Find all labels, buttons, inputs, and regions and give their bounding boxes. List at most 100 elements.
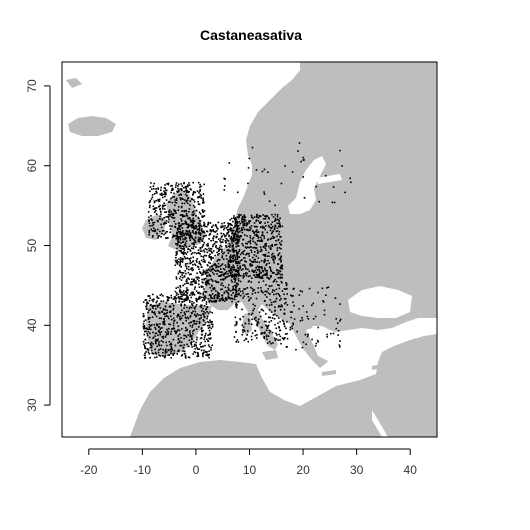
occurrence-point: [244, 219, 247, 222]
occurrence-point: [196, 355, 198, 358]
occurrence-point: [164, 308, 167, 311]
occurrence-point: [262, 274, 265, 277]
occurrence-point: [250, 286, 252, 289]
occurrence-point: [244, 224, 246, 227]
occurrence-point: [223, 268, 226, 271]
occurrence-point: [195, 261, 198, 263]
occurrence-point: [173, 209, 176, 212]
occurrence-point: [179, 188, 181, 191]
occurrence-point: [248, 322, 250, 325]
occurrence-point: [214, 241, 217, 243]
occurrence-point: [198, 297, 200, 299]
occurrence-point: [286, 337, 289, 340]
occurrence-point: [185, 319, 187, 322]
occurrence-point: [176, 236, 179, 239]
occurrence-point: [180, 247, 182, 250]
occurrence-point: [277, 225, 280, 228]
occurrence-point: [283, 297, 286, 300]
occurrence-point: [164, 348, 167, 351]
occurrence-point: [251, 256, 254, 259]
occurrence-point: [177, 230, 180, 233]
occurrence-point: [280, 240, 283, 242]
occurrence-point: [162, 193, 164, 196]
occurrence-point: [254, 316, 257, 319]
occurrence-point: [181, 295, 183, 298]
occurrence-point: [263, 235, 265, 238]
occurrence-point: [207, 280, 209, 283]
occurrence-point: [302, 305, 304, 307]
north-africa: [130, 334, 437, 437]
occurrence-point: [199, 337, 202, 340]
occurrence-point: [191, 226, 193, 229]
occurrence-point: [189, 314, 192, 317]
occurrence-point: [161, 335, 163, 338]
occurrence-point: [180, 205, 183, 208]
occurrence-point: [291, 325, 293, 328]
occurrence-point: [231, 297, 233, 299]
occurrence-point: [190, 336, 193, 338]
occurrence-point: [181, 248, 184, 250]
occurrence-point: [262, 253, 265, 256]
occurrence-point: [166, 311, 168, 314]
occurrence-point: [194, 307, 196, 310]
occurrence-point: [219, 278, 222, 281]
occurrence-point: [233, 259, 236, 262]
occurrence-point: [324, 294, 327, 296]
occurrence-point: [183, 255, 186, 258]
occurrence-point: [185, 272, 187, 275]
occurrence-point: [180, 218, 182, 220]
occurrence-point: [221, 278, 224, 281]
occurrence-point: [164, 354, 167, 357]
occurrence-point: [170, 185, 172, 187]
occurrence-point: [152, 229, 154, 232]
occurrence-point: [189, 301, 191, 303]
occurrence-point: [274, 339, 277, 342]
occurrence-point: [260, 326, 263, 329]
occurrence-point: [158, 341, 160, 343]
occurrence-point: [241, 333, 244, 336]
occurrence-point: [283, 288, 286, 290]
occurrence-point: [237, 231, 239, 233]
occurrence-point: [261, 277, 264, 280]
occurrence-point: [231, 274, 233, 276]
occurrence-point: [215, 246, 217, 248]
occurrence-point: [176, 243, 179, 245]
occurrence-point: [178, 296, 180, 299]
occurrence-point: [215, 225, 218, 228]
occurrence-point: [205, 354, 207, 356]
occurrence-point: [206, 275, 208, 277]
occurrence-point: [279, 335, 282, 338]
occurrence-point: [237, 238, 240, 241]
occurrence-point: [253, 246, 256, 249]
occurrence-point: [188, 322, 190, 325]
occurrence-point: [174, 330, 177, 333]
occurrence-point: [175, 256, 177, 259]
occurrence-point: [164, 187, 167, 190]
occurrence-point: [192, 221, 194, 223]
occurrence-point: [232, 220, 234, 223]
occurrence-point: [228, 234, 230, 237]
occurrence-point: [170, 346, 173, 348]
occurrence-point: [156, 323, 159, 326]
occurrence-point: [305, 311, 308, 313]
occurrence-point: [142, 322, 145, 325]
occurrence-point: [216, 233, 219, 235]
occurrence-point: [238, 248, 241, 251]
occurrence-point: [168, 323, 170, 325]
occurrence-point: [269, 238, 272, 241]
occurrence-point: [202, 324, 205, 326]
occurrence-point: [215, 230, 218, 232]
occurrence-point: [207, 261, 210, 264]
occurrence-point: [202, 329, 204, 332]
occurrence-point: [164, 323, 166, 326]
occurrence-point: [179, 260, 182, 263]
occurrence-point: [236, 260, 238, 263]
occurrence-point: [162, 300, 165, 303]
occurrence-point: [245, 229, 248, 231]
occurrence-point: [163, 312, 166, 315]
occurrence-point: [200, 341, 203, 344]
occurrence-point: [214, 299, 216, 302]
occurrence-point: [259, 315, 262, 318]
occurrence-point: [225, 237, 228, 240]
occurrence-point: [269, 267, 272, 269]
